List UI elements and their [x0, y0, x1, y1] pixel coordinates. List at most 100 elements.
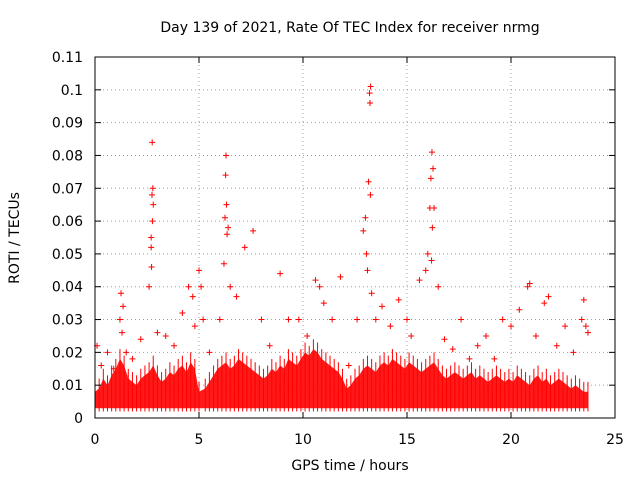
- data-point: [545, 293, 552, 300]
- chart-title: Day 139 of 2021, Rate Of TEC Index for r…: [160, 20, 539, 36]
- data-point: [206, 349, 213, 356]
- x-axis-label: GPS time / hours: [291, 458, 408, 474]
- data-point: [222, 172, 229, 179]
- data-point: [222, 214, 228, 221]
- data-point: [266, 342, 273, 349]
- data-point: [562, 323, 569, 330]
- data-point: [516, 306, 523, 313]
- data-point: [435, 283, 442, 290]
- data-point: [223, 152, 230, 159]
- data-point: [185, 283, 192, 290]
- data-point: [149, 139, 156, 146]
- data-point: [225, 224, 232, 231]
- data-point: [220, 260, 227, 267]
- data-point: [137, 336, 144, 343]
- data-point: [367, 191, 374, 198]
- data-point: [200, 316, 207, 323]
- grid: [95, 57, 615, 418]
- data-point: [466, 355, 473, 362]
- data-point: [250, 227, 257, 234]
- data-point: [224, 231, 231, 238]
- data-point: [368, 290, 375, 297]
- data-point: [354, 316, 361, 323]
- data-point: [148, 264, 155, 271]
- data-point: [233, 293, 240, 300]
- data-point: [119, 329, 126, 336]
- data-point: [424, 250, 431, 257]
- data-point: [148, 234, 155, 241]
- data-point: [223, 201, 230, 208]
- data-point: [329, 316, 336, 323]
- dense-data-region: [95, 349, 588, 409]
- data-point: [241, 244, 248, 251]
- data-point: [408, 332, 415, 339]
- data-point: [149, 185, 156, 192]
- data-point: [363, 250, 370, 257]
- data-point: [541, 300, 548, 307]
- x-axis-ticks: 0 5 10 15 20 25: [91, 57, 624, 448]
- data-point: [474, 342, 481, 349]
- y-tick-label: 0.11: [52, 50, 83, 66]
- data-point: [553, 342, 560, 349]
- data-point: [483, 332, 490, 339]
- x-tick-label: 20: [502, 432, 520, 448]
- data-points: [94, 83, 591, 372]
- data-point: [422, 267, 429, 274]
- x-tick-label: 10: [294, 432, 312, 448]
- y-tick-label: 0.06: [52, 214, 83, 230]
- data-point: [123, 349, 130, 356]
- y-tick-label: 0.05: [52, 247, 83, 263]
- data-point: [154, 329, 161, 336]
- data-point: [258, 316, 265, 323]
- data-point: [367, 83, 374, 90]
- x-tick-label: 25: [606, 432, 624, 448]
- y-tick-label: 0.04: [52, 280, 83, 296]
- data-point: [428, 257, 435, 264]
- data-point: [148, 191, 155, 198]
- data-point: [162, 332, 169, 339]
- data-point: [227, 283, 234, 290]
- data-point: [129, 355, 136, 362]
- data-point: [366, 90, 373, 97]
- data-point: [148, 244, 155, 251]
- data-point: [582, 323, 589, 330]
- data-point: [320, 300, 327, 307]
- data-point: [116, 316, 123, 323]
- data-point: [570, 349, 577, 356]
- data-point: [149, 218, 156, 225]
- data-point: [430, 165, 436, 172]
- data-point: [191, 323, 198, 330]
- data-point: [118, 290, 124, 297]
- data-point: [429, 224, 436, 231]
- data-point: [449, 346, 456, 353]
- data-point: [216, 316, 223, 323]
- data-point: [337, 273, 344, 280]
- data-point: [362, 214, 369, 221]
- x-tick-label: 0: [91, 432, 100, 448]
- data-point: [524, 283, 531, 290]
- x-tick-label: 15: [398, 432, 416, 448]
- y-axis-label: ROTI / TECUs: [7, 192, 23, 284]
- y-axis-ticks: 0 0.01 0.02 0.03 0.04 0.05 0.06 0.07 0.08 0.09 0.1…: [52, 50, 615, 427]
- data-point: [499, 316, 506, 323]
- data-point: [395, 296, 402, 303]
- data-point: [365, 178, 372, 185]
- y-tick-label: 0.02: [52, 345, 83, 361]
- data-point: [104, 349, 111, 356]
- data-point: [295, 316, 302, 323]
- x-tick-label: 5: [195, 432, 204, 448]
- data-point: [277, 270, 284, 277]
- data-point: [508, 323, 514, 330]
- data-point: [304, 332, 311, 339]
- data-point: [584, 329, 591, 336]
- data-point: [110, 365, 117, 372]
- y-tick-label: 0: [74, 411, 83, 427]
- y-tick-label: 0.1: [61, 83, 83, 99]
- y-tick-label: 0.01: [52, 378, 83, 394]
- data-point: [120, 303, 127, 310]
- data-point: [416, 277, 423, 284]
- data-point: [526, 280, 533, 287]
- data-point: [312, 277, 319, 284]
- data-point: [532, 332, 539, 339]
